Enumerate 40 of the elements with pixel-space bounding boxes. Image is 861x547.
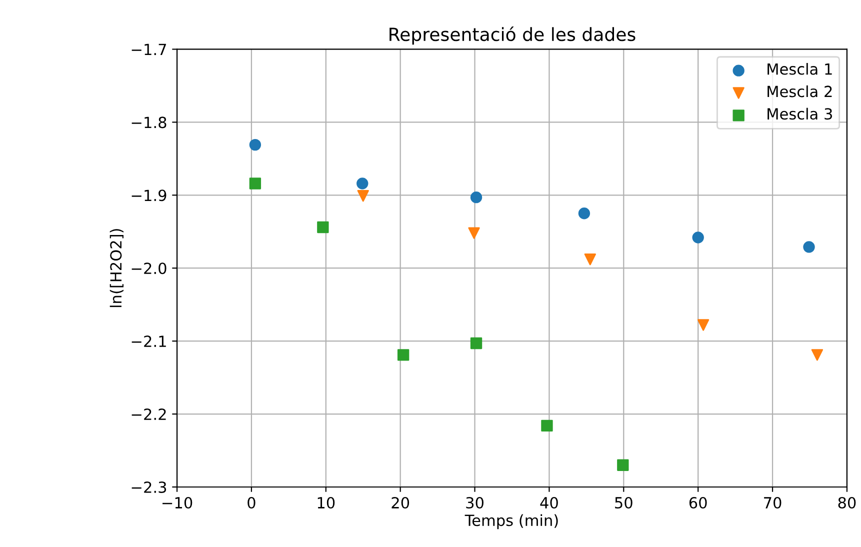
- point: [356, 178, 368, 190]
- point: [617, 459, 629, 471]
- point: [397, 349, 410, 361]
- legend-label: Mescla 3: [768, 108, 832, 120]
- x-tick-label: 10: [318, 496, 335, 509]
- legend-label: Mescla 1: [768, 62, 832, 75]
- point: [697, 319, 710, 331]
- y-tick-label: −2.0: [132, 262, 166, 274]
- point: [249, 138, 262, 151]
- x-tick-label: 40: [540, 496, 558, 509]
- point: [541, 420, 553, 432]
- x-tick-label: 30: [466, 496, 484, 509]
- point: [249, 178, 262, 190]
- x-tick-label: 60: [689, 496, 707, 509]
- x-axis-title: Temps (min): [464, 514, 558, 530]
- point: [578, 208, 590, 220]
- y-tick-label: −1.8: [132, 116, 166, 128]
- point: [470, 191, 482, 204]
- y-tick-label: −2.1: [132, 336, 166, 347]
- legend-label: Mescla 2: [768, 85, 832, 98]
- y-tick-label: −2.2: [132, 408, 166, 420]
- x-tick-label: 80: [838, 496, 856, 509]
- x-tick-label: 50: [615, 496, 632, 509]
- point: [468, 227, 480, 239]
- x-tick-label: 0: [248, 496, 256, 509]
- chart-title: Representació de les dades: [390, 26, 636, 45]
- point: [692, 232, 704, 244]
- point: [317, 221, 329, 234]
- point: [470, 337, 482, 350]
- point: [803, 241, 815, 253]
- y-tick-label: −1.9: [132, 190, 166, 202]
- point: [357, 190, 369, 202]
- y-axis-title: ln([H2O2]): [110, 229, 124, 308]
- point: [811, 349, 824, 361]
- y-tick-label: −1.7: [132, 44, 166, 56]
- point: [584, 254, 596, 266]
- y-tick-label: −2.3: [132, 481, 166, 494]
- x-tick-label: 70: [764, 496, 782, 509]
- x-tick-label: −10: [162, 496, 192, 509]
- x-tick-label: 20: [392, 496, 410, 509]
